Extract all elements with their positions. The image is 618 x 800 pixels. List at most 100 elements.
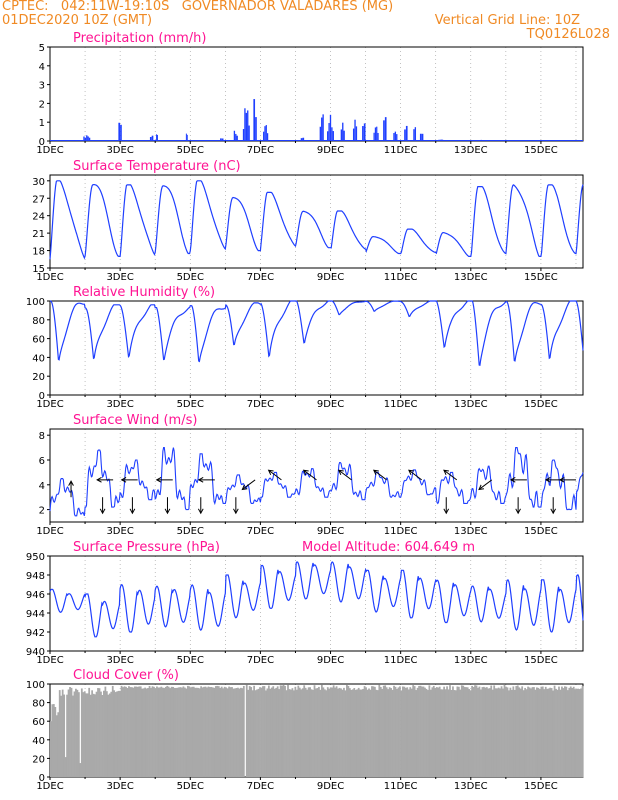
cloud-bar bbox=[332, 685, 335, 777]
cloud-bar bbox=[384, 685, 387, 777]
cloud-bar bbox=[50, 721, 52, 777]
ytick-label: 4 bbox=[39, 481, 45, 492]
cloud-bar bbox=[77, 692, 80, 777]
cloud-bar bbox=[197, 687, 200, 777]
ytick-label: 2 bbox=[39, 99, 45, 110]
cloud-bar bbox=[533, 687, 535, 777]
cloud-bar bbox=[251, 690, 254, 777]
cloud-bar bbox=[365, 687, 367, 777]
cloud-bar bbox=[538, 689, 541, 777]
cloud-bar bbox=[169, 688, 172, 777]
cloud-bar bbox=[487, 688, 490, 777]
cloud-bar bbox=[410, 688, 413, 777]
xtick-label: 11DEC bbox=[384, 272, 418, 283]
cloud-bar bbox=[362, 688, 364, 777]
cloud-bar bbox=[346, 684, 348, 777]
cloud-bar bbox=[234, 688, 236, 777]
cloud-bar bbox=[66, 694, 68, 777]
xtick-label: 15DEC bbox=[524, 399, 558, 410]
cloud-bar bbox=[151, 686, 154, 777]
cloud-bar bbox=[399, 686, 401, 777]
cloud-bar bbox=[206, 687, 208, 777]
cloud-bar bbox=[522, 690, 525, 777]
wind-arrow-head bbox=[129, 508, 136, 515]
cloud-bar bbox=[369, 689, 372, 777]
cloud-bar bbox=[481, 687, 484, 777]
ytick-label: 60 bbox=[32, 335, 45, 346]
precip-bar bbox=[373, 132, 375, 141]
xtick-label: 7DEC bbox=[247, 272, 274, 283]
cloud-bar bbox=[269, 688, 272, 777]
cloud-bar bbox=[51, 704, 54, 777]
cloud-bar bbox=[217, 686, 220, 777]
cloud-bar bbox=[253, 685, 256, 777]
precip-bar bbox=[393, 133, 395, 141]
wind-arrow-head bbox=[120, 477, 127, 483]
cloud-bar bbox=[505, 686, 507, 777]
cloud-bar bbox=[69, 687, 71, 777]
wind-arrow-head bbox=[267, 469, 274, 475]
cloud-bar bbox=[347, 685, 350, 777]
cloud-bar bbox=[100, 691, 102, 777]
xtick-label: 11DEC bbox=[384, 399, 418, 410]
cloud-bar bbox=[385, 687, 388, 777]
cloud-bar bbox=[387, 689, 390, 777]
cloud-bar bbox=[469, 690, 472, 777]
panel-3: 2 4 6 8 1DEC 3DEC 5DEC 7DEC 9DEC 11DEC 13DEC 15DEC S… bbox=[36, 413, 584, 537]
cloud-bar bbox=[245, 684, 248, 777]
cloud-bar bbox=[565, 686, 568, 777]
cloud-bar bbox=[273, 688, 276, 777]
cloud-bar bbox=[167, 686, 170, 777]
cloud-bar bbox=[407, 689, 410, 777]
precip-bar bbox=[405, 125, 408, 141]
cloud-bar bbox=[200, 686, 202, 777]
precip-bar bbox=[355, 126, 358, 141]
cloud-bar bbox=[530, 688, 532, 777]
ytick-label: 100 bbox=[26, 680, 45, 691]
cloud-bar bbox=[105, 691, 108, 777]
cloud-bar bbox=[290, 689, 292, 777]
panel-4: 940 942 944 946 948 950 1DEC 3DEC 5DEC 7DEC 9DEC 11… bbox=[26, 540, 584, 666]
xtick-label: 1DEC bbox=[36, 145, 63, 156]
precip-bar bbox=[383, 120, 385, 141]
cloud-bar bbox=[57, 712, 60, 777]
cloud-bar bbox=[166, 685, 169, 777]
cloud-bar bbox=[111, 685, 114, 777]
wind-arrow-head bbox=[233, 508, 239, 515]
xtick-label: 7DEC bbox=[247, 145, 274, 156]
cloud-bar bbox=[494, 688, 497, 777]
precip-bar bbox=[255, 117, 257, 141]
cloud-bar bbox=[340, 688, 342, 777]
cloud-bar bbox=[329, 687, 332, 777]
precip-bar bbox=[413, 129, 415, 141]
cloud-bar bbox=[575, 688, 578, 777]
xtick-label: 7DEC bbox=[247, 526, 274, 537]
cloud-bar bbox=[207, 686, 210, 777]
cloud-bar bbox=[466, 687, 469, 777]
precip-bar bbox=[120, 124, 122, 141]
cloud-bar bbox=[279, 685, 282, 777]
cloud-bar bbox=[412, 685, 415, 777]
cloud-bar bbox=[154, 688, 157, 777]
ytick-label: 940 bbox=[26, 647, 45, 658]
wind-arrow-head bbox=[302, 469, 309, 475]
cloud-bar bbox=[378, 684, 381, 777]
cloud-bar bbox=[350, 689, 353, 777]
precip-bar bbox=[235, 133, 237, 141]
cloud-bar bbox=[453, 690, 456, 777]
cloud-bar bbox=[256, 689, 258, 777]
ytick-label: 2 bbox=[39, 506, 45, 517]
precip-bar bbox=[266, 133, 269, 141]
ytick-label: 80 bbox=[32, 316, 45, 327]
precip-bar bbox=[264, 126, 266, 141]
cloud-bar bbox=[366, 689, 369, 777]
cloud-bar bbox=[267, 685, 270, 777]
cloud-bar bbox=[293, 690, 295, 777]
cloud-bar bbox=[357, 687, 360, 777]
cloud-bar bbox=[142, 688, 145, 777]
xtick-label: 7DEC bbox=[247, 655, 274, 666]
cloud-bar bbox=[95, 691, 98, 777]
cloud-bar bbox=[175, 687, 177, 777]
cloud-bar bbox=[351, 689, 354, 777]
